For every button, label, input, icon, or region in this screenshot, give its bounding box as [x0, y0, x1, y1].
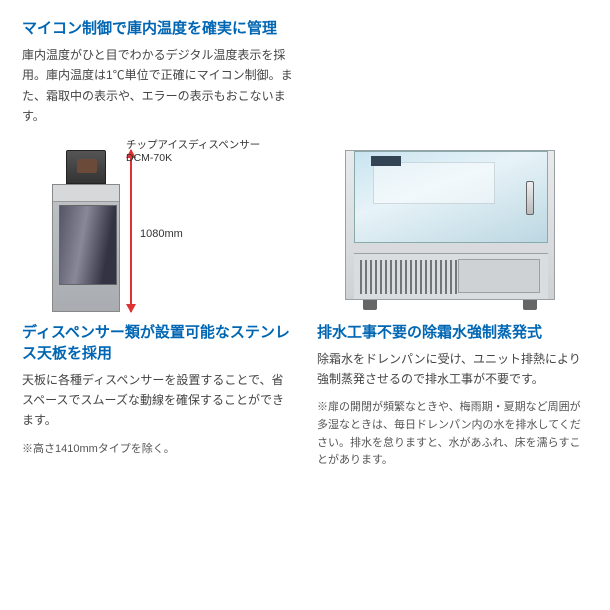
callout-line2: DCM-70K [126, 152, 172, 164]
callout-line1: チップアイスディスペンサー [126, 139, 260, 151]
cabinet-icon [345, 150, 555, 300]
col-dispenser: 1080mm チップアイスディスペンサー DCM-70K ディスペンサー類が設置… [22, 137, 293, 470]
title-dispenser: ディスペンサー類が設置可能なステンレス天板を採用 [22, 322, 293, 364]
body-microcomputer: 庫内温度がひと目でわかるデジタル温度表示を採用。庫内温度は1℃単位で正確にマイコ… [22, 45, 302, 127]
body-drain: 除霜水をドレンパンに受け、ユニット排熱により強制蒸発させるので排水工事が不要です… [317, 349, 588, 390]
section-microcomputer: マイコン制御で庫内温度を確実に管理 庫内温度がひと目でわかるデジタル温度表示を採… [22, 18, 588, 127]
image-dispenser: 1080mm チップアイスディスペンサー DCM-70K [22, 137, 293, 312]
foot-left-icon [363, 300, 377, 310]
feet-icon [355, 300, 545, 310]
note-dispenser: ※高さ1410mmタイプを除く。 [22, 441, 293, 459]
access-panel-icon [458, 259, 540, 293]
dispenser-icon [66, 150, 106, 184]
glass-door-icon [354, 151, 548, 243]
title-microcomputer: マイコン制御で庫内温度を確実に管理 [22, 18, 588, 39]
dispenser-illustration: 1080mm チップアイスディスペンサー DCM-70K [22, 137, 293, 312]
feature-row: 1080mm チップアイスディスペンサー DCM-70K ディスペンサー類が設置… [22, 137, 588, 470]
door-handle-icon [526, 181, 534, 215]
title-drain: 排水工事不要の除霜水強制蒸発式 [317, 322, 588, 343]
vent-grille-icon [354, 253, 548, 299]
dispenser-callout: チップアイスディスペンサー DCM-70K [126, 139, 260, 166]
brand-badge-icon [371, 156, 401, 166]
dimension-label: 1080mm [140, 228, 183, 240]
unit-illustration [317, 137, 588, 312]
fridge-icon [52, 184, 120, 312]
col-drain: 排水工事不要の除霜水強制蒸発式 除霜水をドレンパンに受け、ユニット排熱により強制… [317, 137, 588, 470]
vent-slats-icon [360, 260, 460, 294]
body-dispenser: 天板に各種ディスペンサーを設置することで、省スペースでスムーズな動線を確保するこ… [22, 370, 293, 431]
foot-right-icon [523, 300, 537, 310]
image-drain [317, 137, 588, 312]
dimension-arrow-icon [130, 150, 132, 312]
note-drain: ※扉の開閉が頻繁なときや、梅雨期・夏期など周囲が多湿なときは、毎日ドレンパン内の… [317, 399, 588, 469]
